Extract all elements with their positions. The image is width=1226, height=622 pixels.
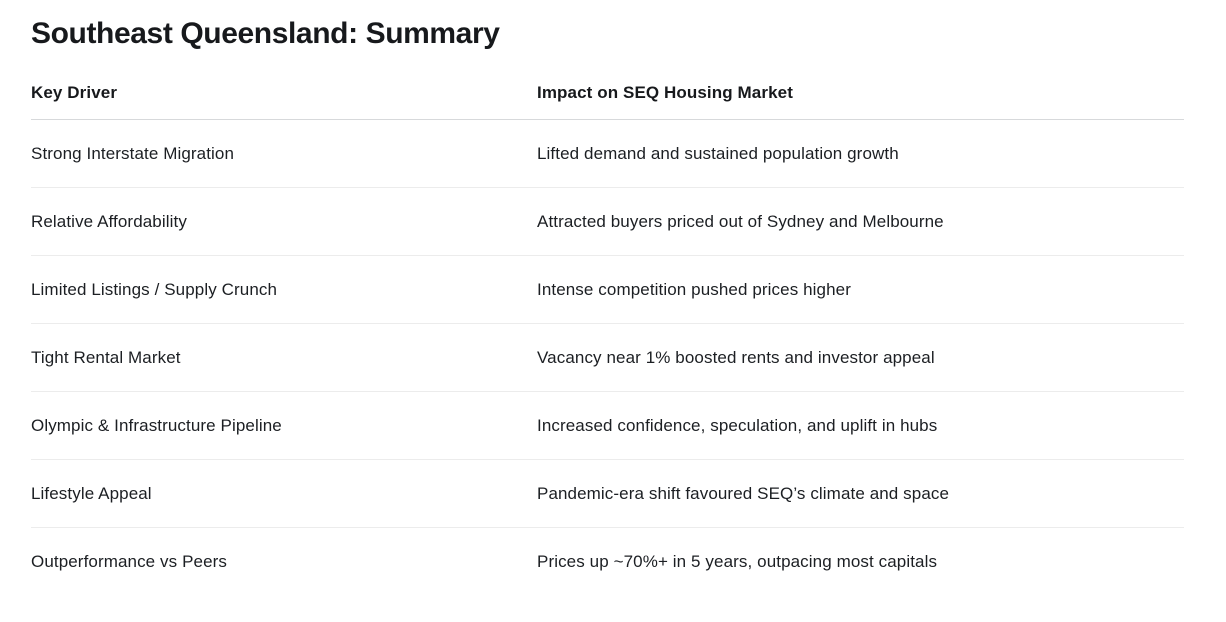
impact-cell: Attracted buyers priced out of Sydney an…	[537, 187, 1184, 256]
table-row: Olympic & Infrastructure Pipeline Increa…	[31, 391, 1184, 460]
impact-cell: Vacancy near 1% boosted rents and invest…	[537, 323, 1184, 392]
table-header-row: Key Driver Impact on SEQ Housing Market	[31, 83, 1184, 120]
table-row: Limited Listings / Supply Crunch Intense…	[31, 255, 1184, 324]
key-driver-cell: Outperformance vs Peers	[31, 551, 227, 571]
key-driver-cell: Tight Rental Market	[31, 323, 537, 392]
key-driver-cell: Limited Listings / Supply Crunch	[31, 255, 537, 324]
key-driver-cell: Lifestyle Appeal	[31, 459, 537, 528]
summary-table: Key Driver Impact on SEQ Housing Market …	[31, 83, 1184, 596]
column-header-impact: Impact on SEQ Housing Market	[537, 83, 1184, 120]
column-header-key-driver: Key Driver	[31, 83, 537, 120]
impact-cell: Lifted demand and sustained population g…	[537, 119, 1184, 188]
key-driver-cell: Olympic & Infrastructure Pipeline	[31, 391, 537, 460]
table-row: Outperformance vs Peers Prices up ~70%+ …	[31, 528, 1184, 596]
table-row: Relative Affordability Attracted buyers …	[31, 187, 1184, 256]
table-row: Lifestyle Appeal Pandemic-era shift favo…	[31, 459, 1184, 528]
key-driver-cell: Strong Interstate Migration	[31, 119, 537, 188]
impact-cell: Prices up ~70%+ in 5 years, outpacing mo…	[537, 551, 938, 571]
page-title: Southeast Queensland: Summary	[31, 17, 500, 50]
table-row: Strong Interstate Migration Lifted deman…	[31, 119, 1184, 188]
table-row: Tight Rental Market Vacancy near 1% boos…	[31, 323, 1184, 392]
impact-cell: Increased confidence, speculation, and u…	[537, 391, 1184, 460]
impact-cell: Pandemic-era shift favoured SEQ’s climat…	[537, 459, 1184, 528]
impact-cell: Intense competition pushed prices higher	[537, 255, 1184, 324]
key-driver-cell: Relative Affordability	[31, 187, 537, 256]
